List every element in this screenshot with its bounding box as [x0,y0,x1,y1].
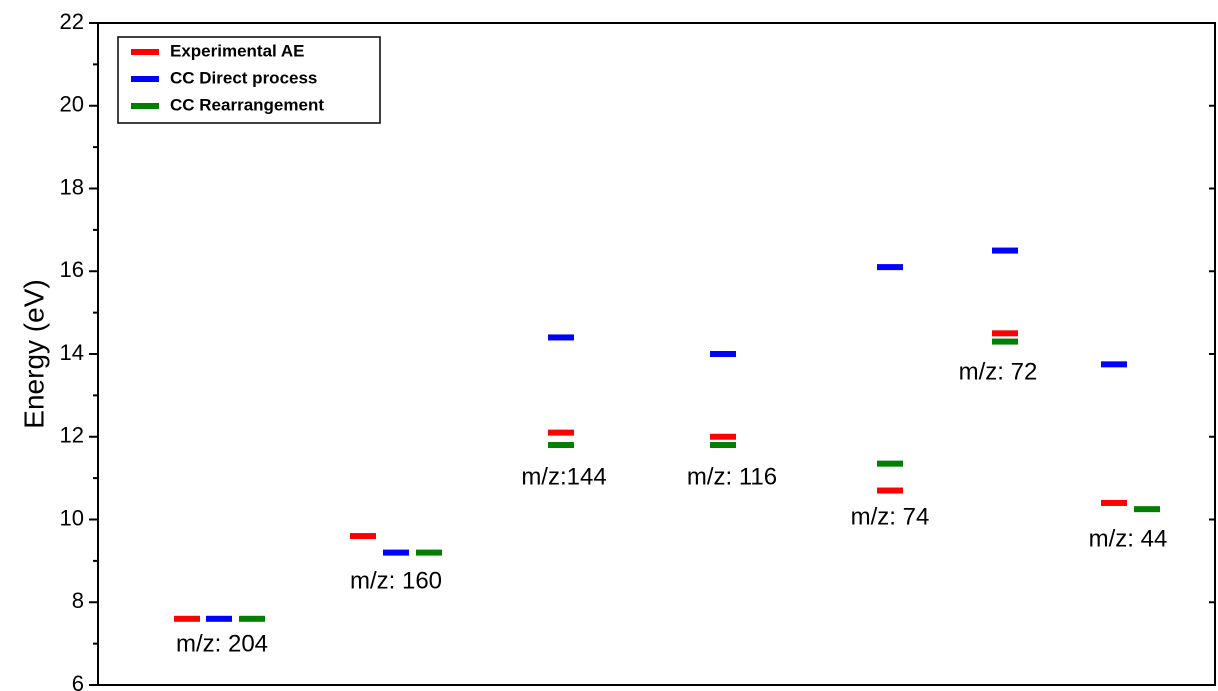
energy-level [992,339,1018,345]
energy-level [877,488,903,494]
y-tick-label: 20 [60,92,84,117]
energy-level [239,616,265,622]
energy-level [710,442,736,448]
energy-level [992,248,1018,254]
energy-level [710,351,736,357]
legend-swatch [131,103,159,109]
y-tick-label: 10 [60,505,84,530]
y-axis-label: Energy (eV) [18,279,49,428]
y-tick-label: 6 [72,671,84,691]
energy-level [548,442,574,448]
group-label: m/z: 72 [959,358,1038,385]
chart: Energy (eV) 6 8 10 12 14 16 18 20 22 m/z: 204 m/z:… [0,0,1218,691]
energy-level [1101,500,1127,506]
energy-level [548,430,574,436]
legend-swatch [131,76,159,82]
energy-level [206,616,232,622]
group-label: m/z: 44 [1089,525,1168,552]
energy-level [416,550,442,556]
group-label: m/z:144 [521,463,606,490]
y-tick-label: 18 [60,174,84,199]
y-tick-label: 8 [72,588,84,613]
y-tick-label: 22 [60,9,84,34]
group-label: m/z: 74 [851,503,930,530]
y-tick-label: 14 [60,340,84,365]
group-label: m/z: 116 [687,463,777,490]
energy-level [350,533,376,539]
legend-swatch [131,49,159,55]
y-tick-label: 12 [60,423,84,448]
energy-level [877,461,903,467]
legend-label: CC Rearrangement [170,95,324,114]
legend-label: CC Direct process [170,68,317,87]
energy-level [992,330,1018,336]
y-tick-label: 16 [60,257,84,282]
energy-level [1101,361,1127,367]
energy-level [1134,506,1160,512]
energy-level [710,434,736,440]
energy-level [383,550,409,556]
energy-level [548,334,574,340]
group-label: m/z: 160 [350,567,442,594]
legend-label: Experimental AE [170,41,304,60]
energy-level [174,616,200,622]
group-label: m/z: 204 [176,630,268,657]
energy-level [877,264,903,270]
